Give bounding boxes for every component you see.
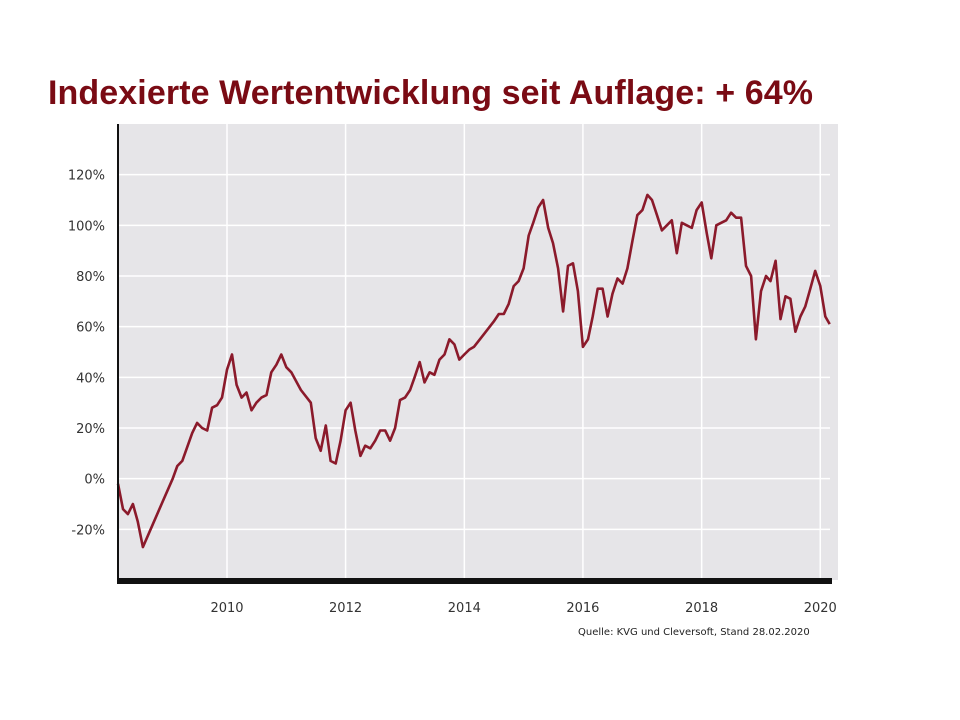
source-note: Quelle: KVG und Cleversoft, Stand 28.02.…	[578, 627, 810, 638]
x-tick-label: 2018	[685, 601, 718, 616]
y-tick-label: 0%	[84, 473, 105, 488]
vertical-gridlines	[226, 124, 822, 580]
y-tick-label: 40%	[76, 371, 105, 386]
x-tick-label: 2020	[804, 601, 837, 616]
y-tick-label: 120%	[68, 169, 105, 184]
x-axis-tick-labels: 2010 2012 2014 2016 2018 2020	[210, 601, 836, 616]
y-tick-label: 80%	[76, 270, 105, 285]
y-tick-label: 100%	[68, 219, 105, 234]
horizontal-gridlines	[118, 173, 830, 531]
y-tick-label: 60%	[76, 321, 105, 336]
x-tick-label: 2014	[448, 601, 481, 616]
y-tick-label: 20%	[76, 422, 105, 437]
series-line	[116, 193, 831, 549]
y-tick-label: -20%	[71, 523, 105, 538]
x-axis-bar	[117, 578, 832, 584]
x-tick-label: 2010	[210, 601, 243, 616]
plot-background	[118, 124, 838, 580]
y-axis-tick-labels: -20% 0% 20% 40% 60% 80% 100% 120%	[68, 169, 105, 539]
x-tick-label: 2012	[329, 601, 362, 616]
slide-title: Indexierte Wertentwicklung seit Auflage:…	[48, 74, 814, 112]
x-tick-label: 2016	[566, 601, 599, 616]
